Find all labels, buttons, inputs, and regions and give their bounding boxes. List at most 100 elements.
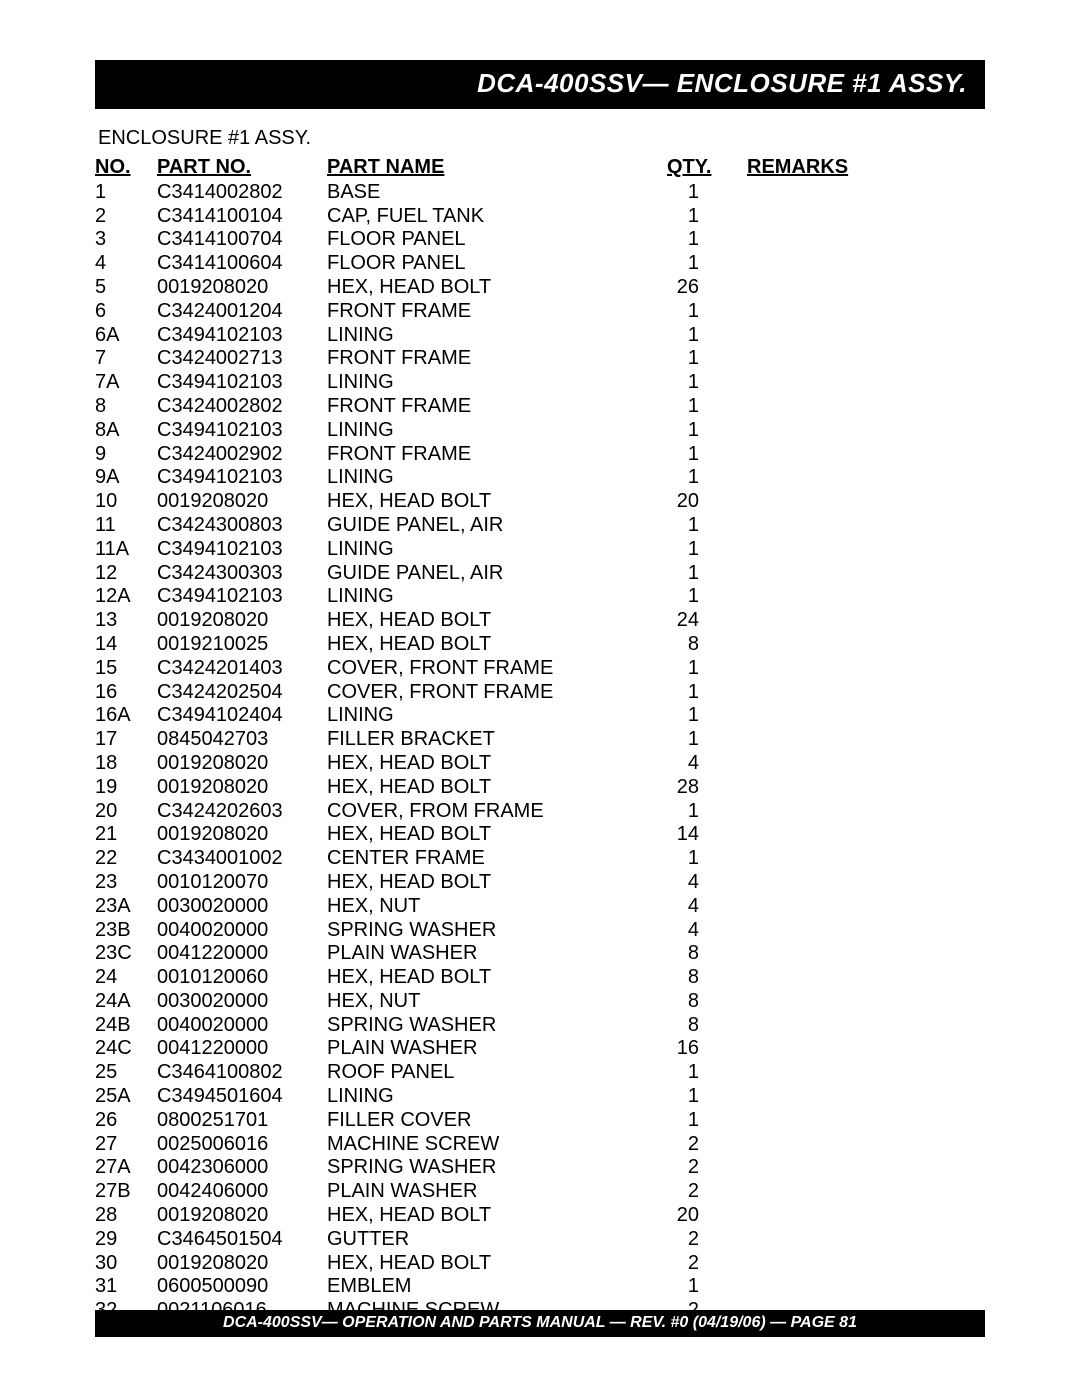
cell-part-no: 0041220000 [157, 1037, 327, 1061]
cell-remarks [747, 990, 985, 1014]
table-row: 140019210025HEX, HEAD BOLT8 [95, 633, 985, 657]
table-row: 2C3414100104CAP, FUEL TANK1 [95, 205, 985, 229]
cell-part-name: FRONT FRAME [327, 395, 667, 419]
cell-no: 25 [95, 1061, 157, 1085]
table-row: 8C3424002802FRONT FRAME1 [95, 395, 985, 419]
cell-remarks [747, 1109, 985, 1133]
table-row: 7C3424002713FRONT FRAME1 [95, 347, 985, 371]
cell-remarks [747, 514, 985, 538]
cell-part-name: MACHINE SCREW [327, 1133, 667, 1157]
cell-part-name: COVER, FROM FRAME [327, 800, 667, 824]
cell-part-no: 0845042703 [157, 728, 327, 752]
cell-part-no: 0019208020 [157, 776, 327, 800]
cell-no: 23 [95, 871, 157, 895]
table-row: 4C3414100604FLOOR PANEL1 [95, 252, 985, 276]
cell-no: 17 [95, 728, 157, 752]
cell-part-no: C3434001002 [157, 847, 327, 871]
cell-remarks [747, 347, 985, 371]
cell-part-no: C3424001204 [157, 300, 327, 324]
cell-part-name: LINING [327, 585, 667, 609]
table-row: 310600500090EMBLEM1 [95, 1275, 985, 1299]
cell-remarks [747, 752, 985, 776]
cell-remarks [747, 823, 985, 847]
table-row: 170845042703FILLER BRACKET1 [95, 728, 985, 752]
cell-part-name: PLAIN WASHER [327, 1037, 667, 1061]
cell-remarks [747, 419, 985, 443]
table-row: 16AC3494102404LINING1 [95, 704, 985, 728]
cell-qty: 1 [667, 371, 747, 395]
table-row: 29C3464501504GUTTER2 [95, 1228, 985, 1252]
cell-remarks [747, 704, 985, 728]
cell-part-no: 0030020000 [157, 990, 327, 1014]
cell-qty: 1 [667, 1061, 747, 1085]
cell-no: 12 [95, 562, 157, 586]
cell-qty: 28 [667, 776, 747, 800]
cell-no: 6 [95, 300, 157, 324]
cell-part-name: HEX, HEAD BOLT [327, 633, 667, 657]
footer-bar: DCA-400SSV— OPERATION AND PARTS MANUAL —… [95, 1310, 985, 1337]
table-row: 23A0030020000HEX, NUT4 [95, 895, 985, 919]
cell-part-name: HEX, HEAD BOLT [327, 609, 667, 633]
cell-no: 7A [95, 371, 157, 395]
cell-remarks [747, 657, 985, 681]
cell-part-name: HEX, HEAD BOLT [327, 871, 667, 895]
cell-no: 27B [95, 1180, 157, 1204]
col-header-no: NO. [95, 156, 157, 181]
cell-part-no: C3494102103 [157, 538, 327, 562]
cell-qty: 4 [667, 752, 747, 776]
table-row: 23C0041220000PLAIN WASHER8 [95, 942, 985, 966]
cell-remarks [747, 728, 985, 752]
cell-qty: 1 [667, 395, 747, 419]
table-row: 260800251701FILLER COVER1 [95, 1109, 985, 1133]
table-row: 16C3424202504COVER, FRONT FRAME1 [95, 681, 985, 705]
cell-remarks [747, 609, 985, 633]
cell-qty: 8 [667, 990, 747, 1014]
cell-qty: 4 [667, 871, 747, 895]
cell-part-no: 0800251701 [157, 1109, 327, 1133]
cell-part-name: LINING [327, 704, 667, 728]
cell-part-no: 0019208020 [157, 752, 327, 776]
cell-part-name: LINING [327, 466, 667, 490]
section-subtitle: ENCLOSURE #1 ASSY. [98, 127, 985, 150]
cell-qty: 1 [667, 562, 747, 586]
table-row: 25AC3494501604LINING1 [95, 1085, 985, 1109]
cell-part-no: C3424002802 [157, 395, 327, 419]
cell-part-name: LINING [327, 538, 667, 562]
cell-qty: 20 [667, 1204, 747, 1228]
cell-qty: 14 [667, 823, 747, 847]
cell-no: 11A [95, 538, 157, 562]
cell-part-name: GUTTER [327, 1228, 667, 1252]
table-row: 50019208020HEX, HEAD BOLT26 [95, 276, 985, 300]
cell-remarks [747, 871, 985, 895]
cell-part-no: 0019208020 [157, 609, 327, 633]
table-row: 1C3414002802BASE1 [95, 181, 985, 205]
cell-qty: 1 [667, 1275, 747, 1299]
table-row: 280019208020HEX, HEAD BOLT20 [95, 1204, 985, 1228]
cell-no: 11 [95, 514, 157, 538]
cell-part-no: C3494102103 [157, 585, 327, 609]
table-row: 9C3424002902FRONT FRAME1 [95, 443, 985, 467]
table-row: 8AC3494102103LINING1 [95, 419, 985, 443]
cell-part-name: EMBLEM [327, 1275, 667, 1299]
cell-qty: 4 [667, 895, 747, 919]
cell-no: 21 [95, 823, 157, 847]
cell-no: 16 [95, 681, 157, 705]
cell-no: 23A [95, 895, 157, 919]
cell-part-name: CAP, FUEL TANK [327, 205, 667, 229]
cell-remarks [747, 1037, 985, 1061]
cell-part-name: FILLER COVER [327, 1109, 667, 1133]
table-row: 24C0041220000PLAIN WASHER16 [95, 1037, 985, 1061]
cell-part-name: CENTER FRAME [327, 847, 667, 871]
cell-remarks [747, 800, 985, 824]
cell-no: 27A [95, 1156, 157, 1180]
table-row: 20C3424202603COVER, FROM FRAME1 [95, 800, 985, 824]
table-row: 100019208020HEX, HEAD BOLT20 [95, 490, 985, 514]
cell-no: 24C [95, 1037, 157, 1061]
cell-no: 25A [95, 1085, 157, 1109]
cell-no: 20 [95, 800, 157, 824]
cell-remarks [747, 252, 985, 276]
cell-remarks [747, 395, 985, 419]
cell-qty: 1 [667, 847, 747, 871]
cell-part-name: FILLER BRACKET [327, 728, 667, 752]
cell-remarks [747, 276, 985, 300]
